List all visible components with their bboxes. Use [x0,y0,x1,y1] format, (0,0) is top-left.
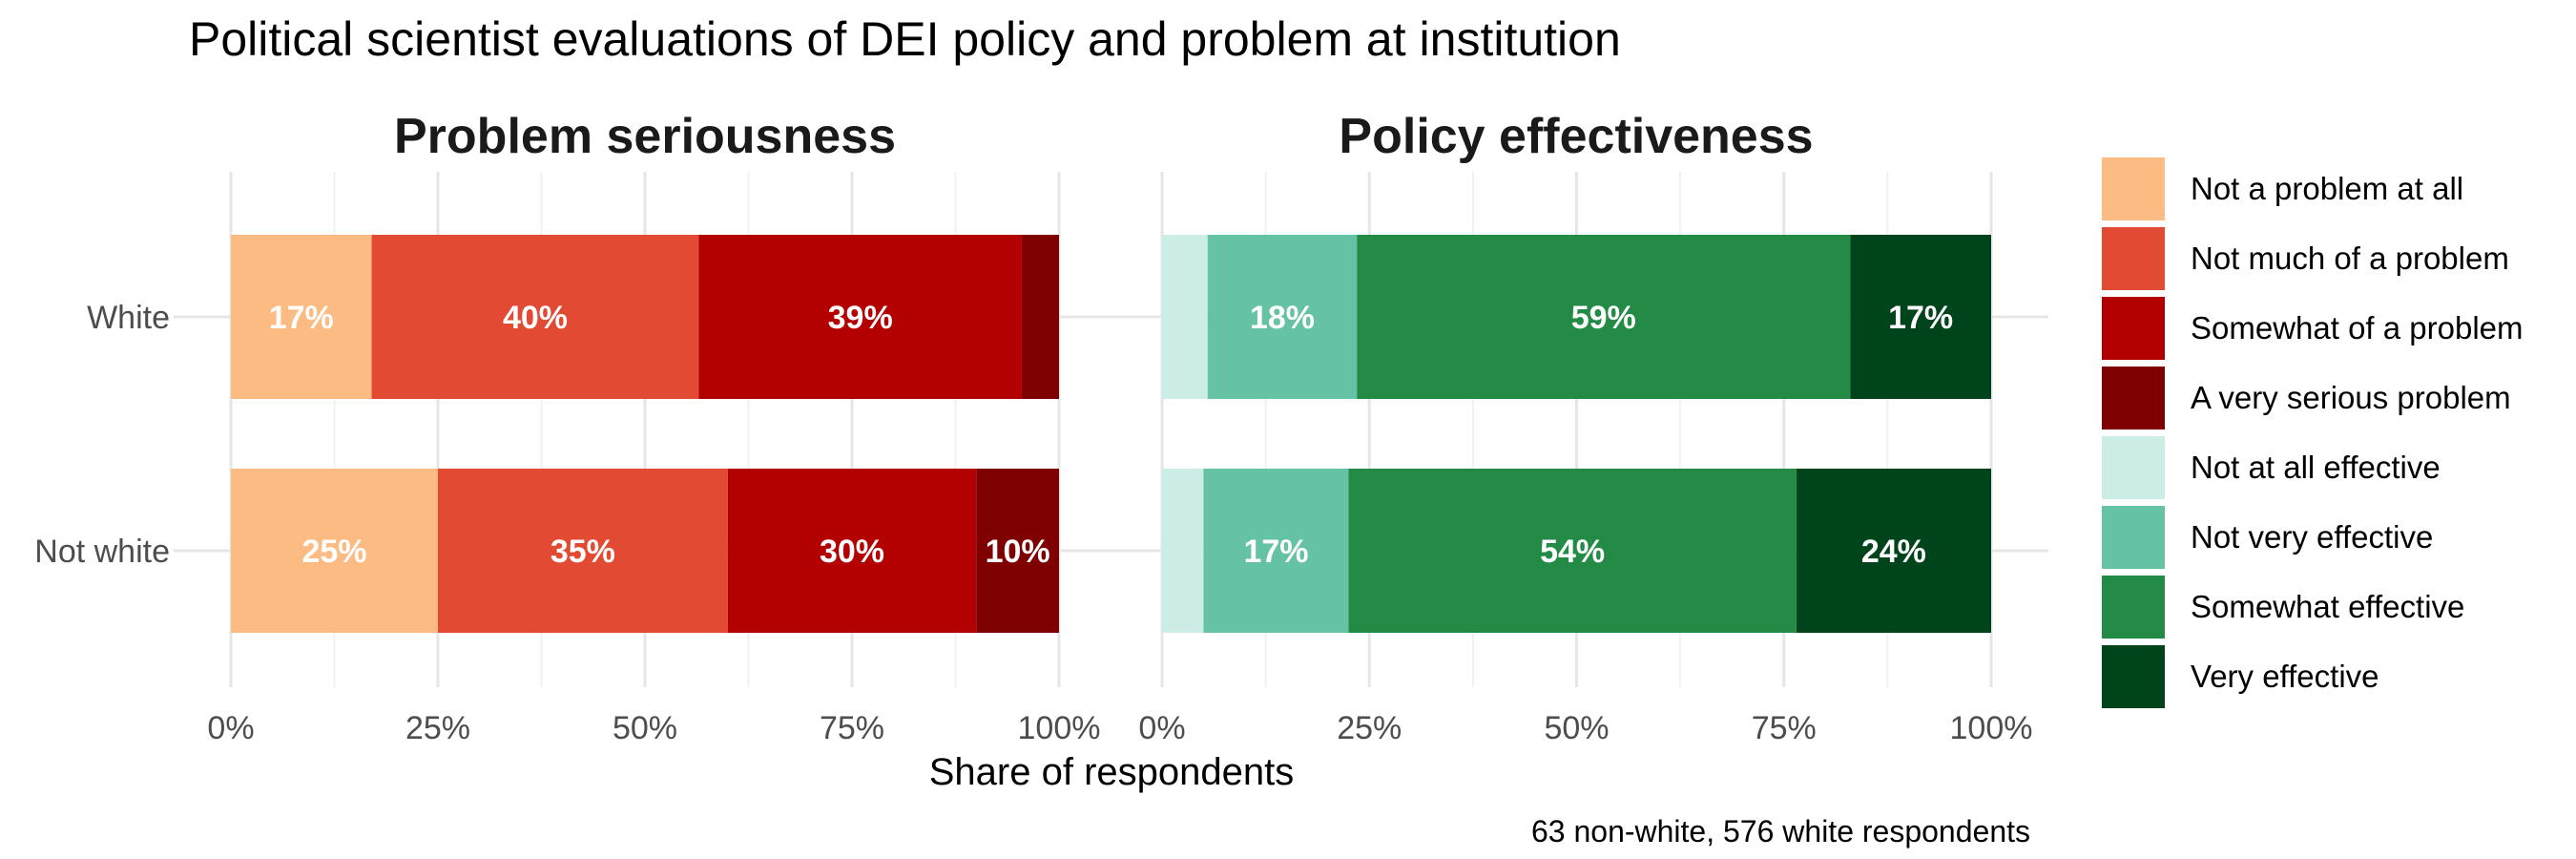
data-label: 30% [820,534,884,570]
legend-key [2102,227,2165,290]
bar-segment [1021,235,1059,399]
data-label: 18% [1250,300,1315,336]
legend-key [2102,645,2165,708]
legend-label: Somewhat of a problem [2191,310,2524,346]
caption: 63 non-white, 576 white respondents [1531,814,2030,849]
bar-segment [1203,469,1349,633]
bar-segment [1207,235,1358,399]
y-tick-label: Not white [34,534,170,570]
data-label: 17% [269,300,334,336]
bar-segment [1357,235,1851,399]
legend-key [2102,506,2165,569]
data-label: 40% [503,300,568,336]
label-layer: 17% 40% 39% 25% 35% 30% 10% 18% 59% 17% 17% 54% 24% [269,300,1953,570]
axis-layer: Problem seriousness 0% 25% 50% 75% 100% Policy… [34,109,2032,746]
legend-label: Not much of a problem [2191,241,2509,276]
x-axis-label: Share of respondents [929,751,1294,793]
data-label: 24% [1861,534,1926,570]
data-label: 54% [1540,534,1605,570]
legend-key [2102,576,2165,639]
legend-label: Somewhat effective [2191,589,2464,624]
x-tick-label: 100% [1018,710,1101,746]
x-tick-label: 100% [1950,710,2033,746]
legend-key [2102,436,2165,499]
x-tick-label: 75% [820,710,884,746]
data-label: 35% [551,534,615,570]
bar-segment [1162,235,1208,399]
data-label: 59% [1571,300,1636,336]
legend-label: Not very effective [2191,519,2433,555]
data-label: 39% [828,300,893,336]
data-label: 17% [1888,300,1953,336]
legend-label: Not at all effective [2191,450,2441,485]
legend-label: Not a problem at all [2191,171,2463,206]
data-label: 17% [1243,534,1308,570]
x-tick-label: 75% [1752,710,1817,746]
x-tick-label: 0% [207,710,254,746]
bar-segment [231,235,372,399]
data-label: 25% [301,534,366,570]
bar-layer [231,235,1991,633]
legend-layer: Not a problem at all Not much of a proble… [2102,157,2524,708]
x-tick-label: 50% [1544,710,1609,746]
y-tick-label: White [87,300,170,336]
x-tick-label: 25% [405,710,470,746]
bar-segment [371,235,699,399]
bar-segment [1348,469,1797,633]
bar-segment [698,235,1022,399]
bar-segment [1796,469,1991,633]
bar-segment [231,469,438,633]
x-tick-label: 0% [1138,710,1185,746]
panel-title-1: Problem seriousness [394,109,896,164]
legend-label: A very serious problem [2191,380,2511,415]
legend-key [2102,367,2165,430]
x-tick-label: 25% [1337,710,1402,746]
bar-segment [727,469,977,633]
bar-segment [1162,469,1204,633]
bar-segment [976,469,1059,633]
chart-title: Political scientist evaluations of DEI p… [189,12,1621,66]
legend-key [2102,297,2165,360]
legend-key [2102,157,2165,220]
legend-label: Very effective [2191,659,2379,694]
bar-segment [1850,235,1991,399]
data-label: 10% [986,534,1050,570]
x-tick-label: 50% [613,710,677,746]
bar-segment [438,469,728,633]
panel-title-2: Policy effectiveness [1339,109,1813,164]
